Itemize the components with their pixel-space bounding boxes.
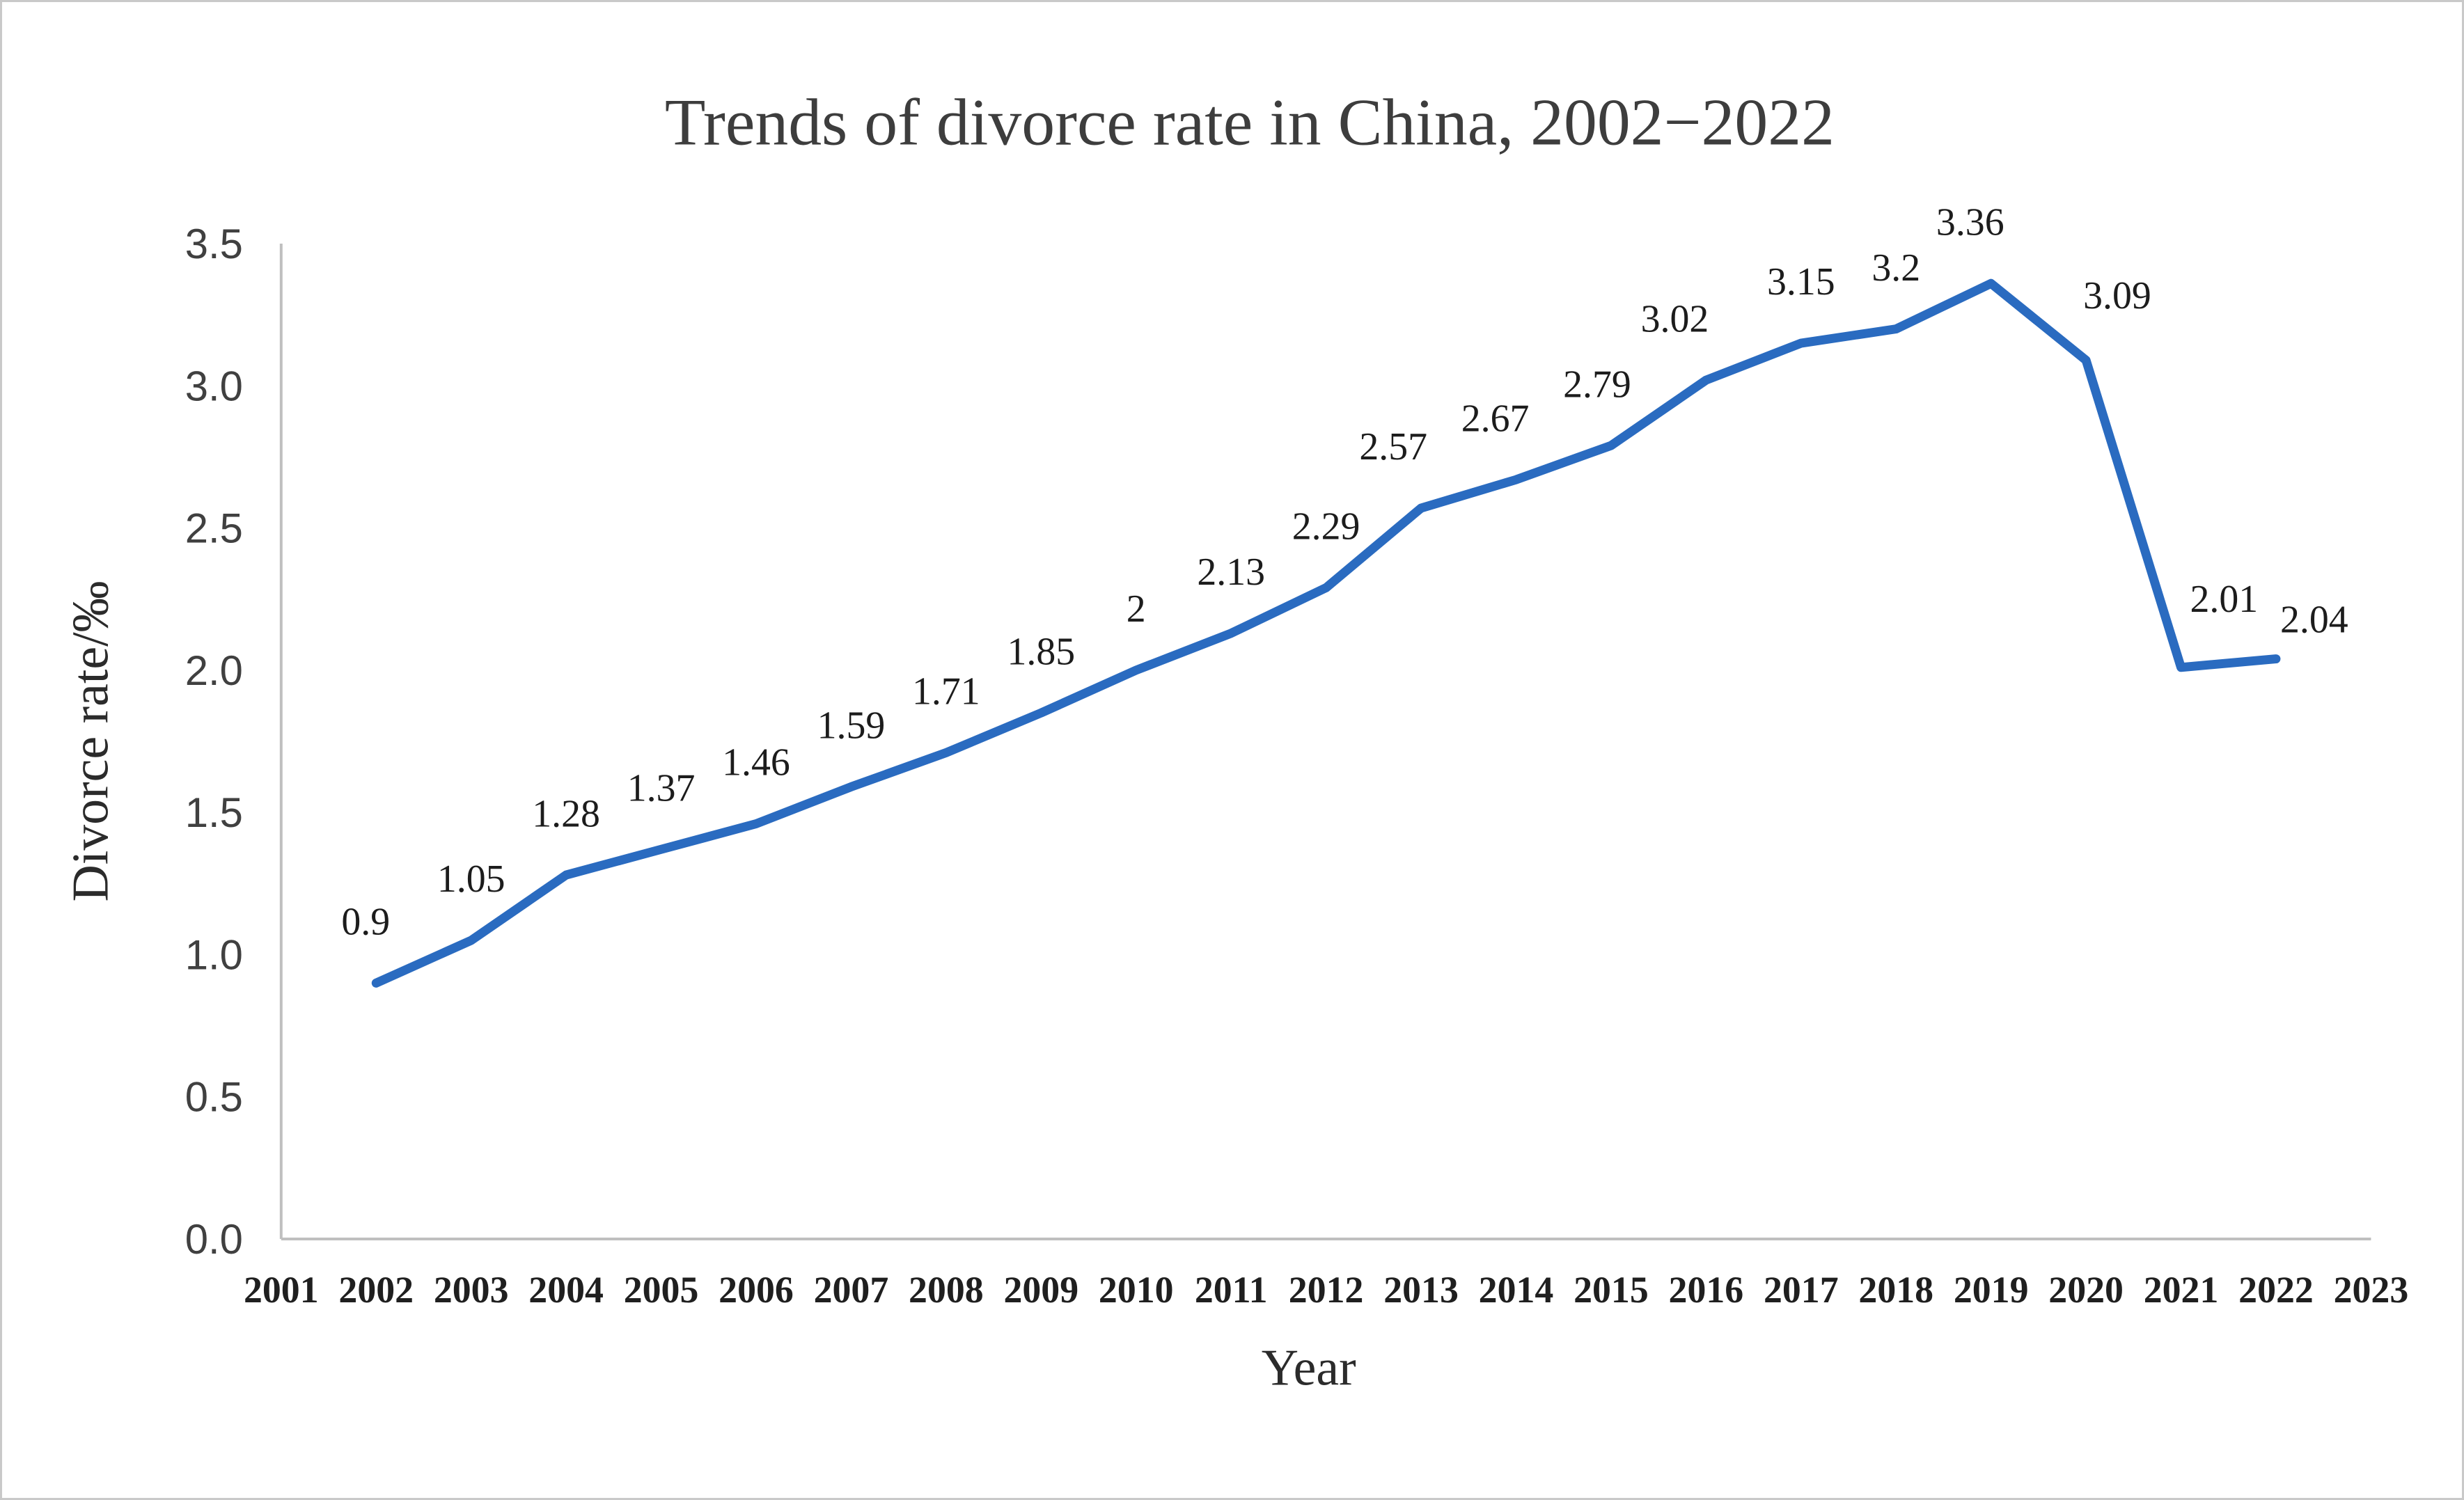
data-point-label: 3.2	[1871, 246, 1920, 290]
data-point-label: 1.28	[532, 792, 600, 835]
y-tick-label: 1.0	[185, 931, 243, 978]
data-point-label: 3.36	[1936, 200, 2004, 244]
x-tick-label: 2016	[1669, 1269, 1744, 1311]
data-point-label: 1.85	[1007, 630, 1075, 673]
data-point-label: 1.59	[817, 704, 886, 748]
data-point-label: 2.79	[1563, 363, 1631, 406]
x-tick-label: 2022	[2238, 1269, 2314, 1311]
x-tick-label: 2019	[1954, 1269, 2029, 1311]
data-point-label: 2	[1127, 587, 1146, 631]
x-tick-label: 2011	[1195, 1269, 1268, 1311]
x-tick-label: 2014	[1479, 1269, 1554, 1311]
x-axis-title: Year	[1262, 1339, 1356, 1396]
data-point-label: 3.09	[2083, 274, 2151, 317]
x-tick-label: 2001	[244, 1269, 319, 1311]
x-tick-label: 2005	[624, 1269, 699, 1311]
data-point-label: 2.01	[2190, 578, 2259, 621]
data-point-label: 2.67	[1461, 397, 1530, 440]
data-point-label: 2.57	[1359, 425, 1427, 468]
data-point-label: 3.02	[1641, 297, 1709, 340]
y-tick-label: 1.5	[185, 789, 243, 836]
y-tick-label: 3.0	[185, 363, 243, 409]
data-point-label: 2.04	[2280, 599, 2348, 642]
x-tick-label: 2017	[1764, 1269, 1839, 1311]
x-tick-label: 2012	[1289, 1269, 1364, 1311]
data-point-label: 1.37	[627, 766, 696, 810]
data-point-label: 2.29	[1292, 505, 1360, 548]
data-point-label: 1.71	[912, 670, 980, 713]
x-tick-label: 2018	[1858, 1269, 1933, 1311]
x-tick-label: 2021	[2144, 1269, 2219, 1311]
x-tick-label: 2007	[814, 1269, 889, 1311]
data-point-label: 3.15	[1767, 260, 1835, 303]
x-tick-label: 2008	[909, 1269, 984, 1311]
y-tick-label: 3.5	[185, 221, 243, 267]
y-axis-title: Divorce rate/‰	[62, 581, 119, 902]
x-tick-label: 2015	[1574, 1269, 1649, 1311]
x-tick-label: 2023	[2334, 1269, 2409, 1311]
y-axis-tick-labels: 0.0 0.5 1.0 1.5 2.0 2.5 3.0 3.5	[185, 221, 243, 1263]
x-tick-label: 2002	[338, 1269, 414, 1311]
y-tick-label: 2.0	[185, 647, 243, 694]
data-point-labels: 0.9 1.05 1.28 1.37 1.46 1.59 1.71 1.85 2 2.13 2.29…	[341, 200, 2348, 943]
y-tick-label: 0.0	[185, 1216, 243, 1263]
x-tick-label: 2004	[528, 1269, 604, 1311]
divorce-rate-series-line	[371, 278, 2281, 988]
x-tick-label: 2013	[1383, 1269, 1459, 1311]
x-tick-label: 2010	[1099, 1269, 1174, 1311]
x-tick-label: 2020	[2048, 1269, 2124, 1311]
x-tick-label: 2006	[719, 1269, 794, 1311]
data-point-label: 0.9	[341, 901, 390, 944]
y-tick-label: 2.5	[185, 505, 243, 552]
x-axis-tick-labels: 2001 2002 2003 2004 2005 2006 2007 2008 2009 2010…	[244, 1269, 2408, 1311]
y-tick-label: 0.5	[185, 1074, 243, 1121]
data-point-label: 2.13	[1197, 551, 1265, 594]
data-point-label: 1.46	[722, 741, 790, 784]
data-point-label: 1.05	[437, 858, 505, 901]
x-tick-label: 2003	[434, 1269, 509, 1311]
chart-title: Trends of divorce rate in China, 2002−20…	[665, 85, 1835, 159]
x-tick-label: 2009	[1003, 1269, 1078, 1311]
